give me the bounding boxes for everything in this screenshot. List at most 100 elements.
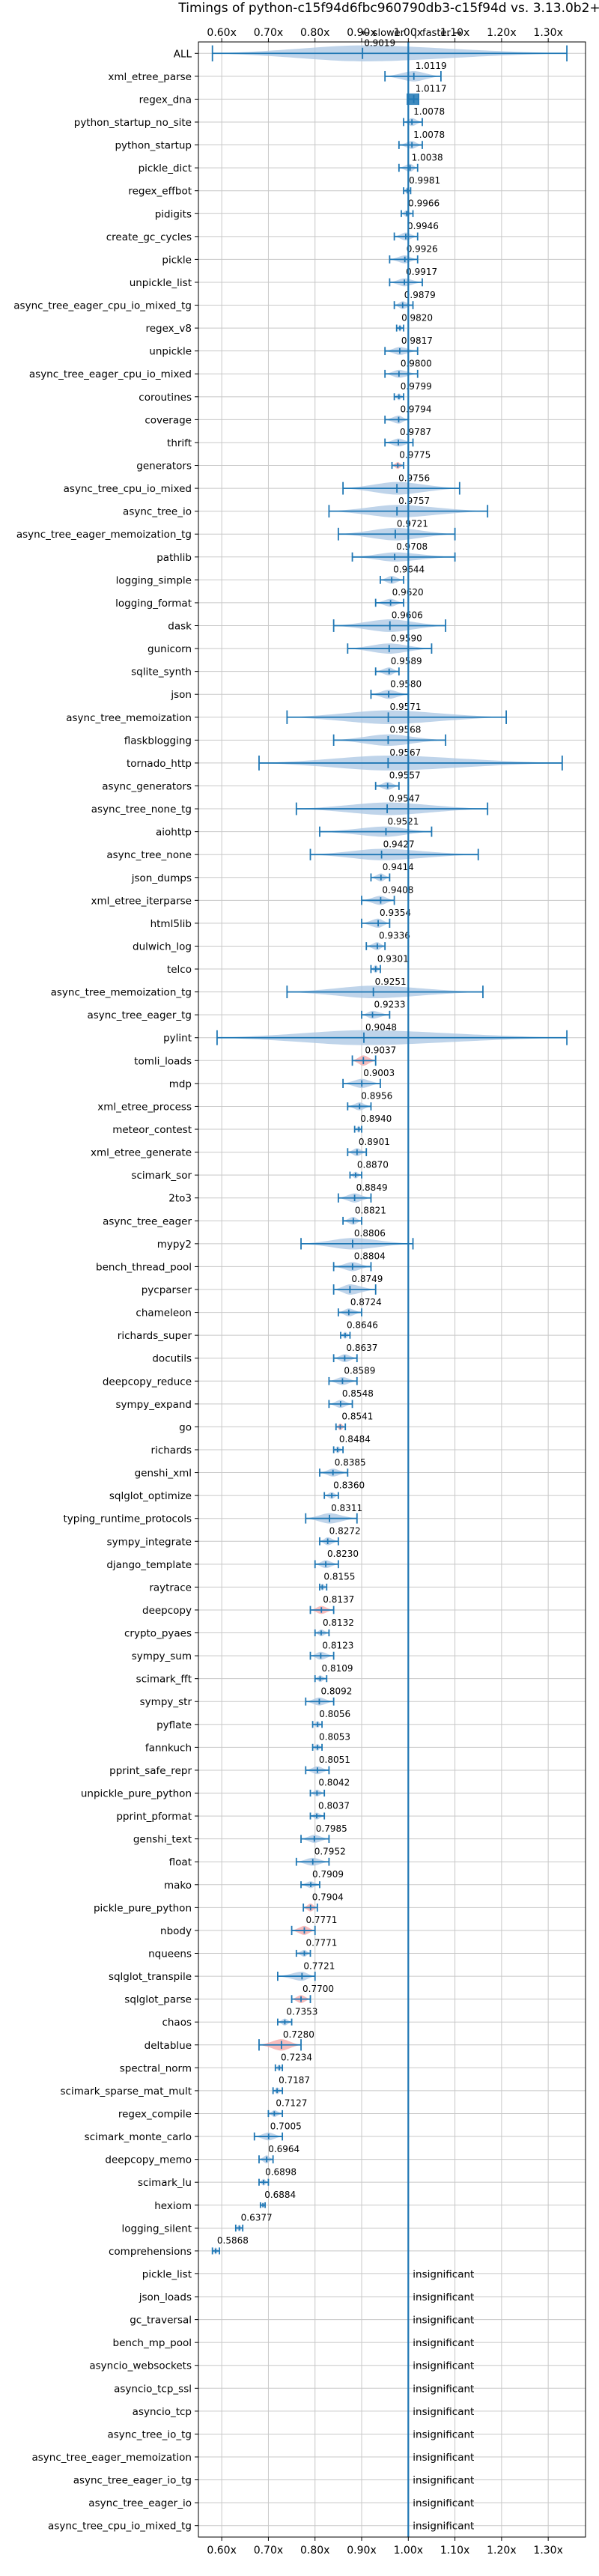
value-label: 0.8109	[322, 1663, 353, 1674]
value-label: 0.7771	[305, 1915, 337, 1925]
value-label: 0.7127	[276, 2098, 307, 2109]
benchmark-name: async_tree_io	[123, 506, 192, 518]
value-label: 0.8132	[323, 1617, 354, 1628]
value-label: 0.9917	[406, 267, 437, 277]
value-label: 0.9568	[389, 725, 421, 735]
x-tick-label-bottom: 1.00x	[394, 2545, 423, 2557]
value-label: 0.8646	[347, 1319, 378, 1330]
x-tick-label-bottom: 1.20x	[487, 2545, 516, 2557]
value-label: 0.9251	[375, 976, 407, 987]
benchmark-row: ALL 0.9019	[174, 38, 586, 61]
benchmark-row: scimark_lu 0.6898	[138, 2166, 586, 2189]
benchmark-name: float	[169, 1856, 192, 1868]
benchmark-row: python_startup 1.0078	[115, 130, 586, 152]
benchmark-name: ALL	[174, 48, 192, 60]
benchmark-name: hexiom	[154, 2200, 192, 2212]
benchmark-name: nqueens	[148, 1948, 192, 1960]
value-label: 0.8804	[354, 1251, 386, 1262]
benchmark-row: pickle 0.9926	[162, 244, 586, 266]
benchmark-name: sympy_str	[140, 1696, 192, 1708]
benchmark-row: mypy2 0.8806	[157, 1228, 586, 1251]
insignificant-label: insignificant	[413, 2475, 474, 2487]
value-label: 0.8385	[335, 1457, 366, 1468]
benchmark-row: coverage 0.9794	[145, 404, 586, 426]
benchmark-row: asyncio_tcp insignificant	[133, 2406, 586, 2418]
value-label: 0.8155	[323, 1572, 355, 1582]
benchmark-row: richards 0.8484	[151, 1434, 586, 1456]
value-label: 1.0119	[416, 61, 447, 71]
value-label: 0.8230	[327, 1549, 359, 1559]
benchmark-row: genshi_text 0.7985	[133, 1823, 586, 1846]
benchmark-row: html5lib 0.9354	[150, 908, 586, 930]
benchmark-name: coroutines	[139, 392, 192, 404]
benchmark-name: pylint	[163, 1033, 192, 1045]
benchmark-name: aiohttp	[156, 827, 192, 839]
benchmark-row: genshi_xml 0.8385	[135, 1457, 586, 1480]
value-label: 0.9048	[365, 1022, 397, 1033]
benchmark-row: python_startup_no_site 1.0078	[74, 106, 586, 129]
value-label: 0.9926	[407, 244, 438, 255]
benchmark-row: regex_dna 1.0117	[139, 84, 586, 106]
insignificant-label: insignificant	[413, 2383, 474, 2395]
benchmark-name: raytrace	[149, 1582, 192, 1594]
insignificant-label: insignificant	[413, 2428, 474, 2440]
benchmark-name: chameleon	[136, 1307, 192, 1319]
benchmark-row: nbody 0.7771	[160, 1915, 586, 1937]
benchmark-name: go	[179, 1421, 192, 1433]
benchmark-name: xml_etree_iterparse	[91, 895, 192, 907]
benchmark-row: sympy_expand 0.8548	[115, 1388, 586, 1411]
value-label: 0.9408	[382, 885, 413, 896]
benchmark-row: pathlib 0.9708	[156, 541, 586, 564]
benchmark-name: sqlglot_transpile	[109, 1971, 192, 1983]
benchmark-row: async_tree_io 0.9757	[123, 496, 586, 518]
benchmark-name: unpickle	[149, 346, 192, 358]
benchmark-name: xml_etree_process	[97, 1101, 192, 1113]
x-tick-label-top: 0.80x	[300, 27, 329, 39]
benchmark-name: python_startup_no_site	[74, 117, 192, 129]
benchmark-name: pickle_dict	[139, 162, 192, 174]
value-label: 0.9414	[383, 862, 414, 872]
benchmark-row: pprint_safe_repr 0.8051	[109, 1755, 586, 1777]
value-label: 0.7771	[305, 1938, 337, 1948]
value-label: 0.8042	[318, 1778, 350, 1788]
benchmark-name: asyncio_websockets	[89, 2360, 192, 2372]
benchmark-row: async_tree_eager_io_tg insignificant	[73, 2475, 586, 2487]
x-tick-label-bottom: 1.30x	[533, 2545, 562, 2557]
value-label: 0.9301	[377, 953, 409, 964]
benchmark-name: async_tree_eager_memoization_tg	[16, 529, 192, 541]
benchmark-row: async_tree_eager 0.8821	[103, 1206, 586, 1227]
benchmark-name: richards_super	[118, 1330, 192, 1342]
value-label: 0.6884	[264, 2190, 296, 2200]
benchmark-name: mako	[164, 1880, 192, 1892]
value-label: 0.8749	[351, 1274, 383, 1284]
benchmark-row: json_dumps 0.9414	[131, 862, 586, 884]
value-label: 0.9756	[398, 473, 430, 483]
benchmark-row: chaos 0.7353	[162, 2006, 586, 2029]
subtitle-slower: ← slower	[362, 28, 405, 39]
value-label: 0.9557	[389, 771, 421, 781]
benchmark-row: flaskblogging 0.9568	[124, 725, 586, 747]
benchmark-row: async_tree_eager_memoization_tg 0.9721	[16, 518, 586, 541]
benchmark-row: raytrace 0.8155	[149, 1572, 586, 1594]
value-label: 0.8137	[323, 1594, 354, 1605]
value-label: 0.7904	[312, 1892, 344, 1903]
benchmark-name: pprint_safe_repr	[109, 1765, 192, 1777]
value-label: 1.0038	[412, 152, 443, 162]
benchmark-name: scimark_monte_carlo	[85, 2131, 192, 2143]
benchmark-row: dulwich_log 0.9336	[133, 931, 586, 953]
x-tick-label-top: 0.60x	[207, 27, 236, 39]
value-label: 0.9580	[390, 678, 422, 689]
benchmark-row: deepcopy 0.8137	[142, 1594, 586, 1617]
value-label: 0.8821	[355, 1206, 386, 1216]
benchmark-row: unpickle_pure_python 0.8042	[81, 1778, 586, 1800]
benchmark-name: bench_thread_pool	[96, 1261, 192, 1273]
insignificant-label: insignificant	[413, 2291, 474, 2303]
benchmark-row: float 0.7952	[169, 1846, 586, 1868]
benchmark-row: xml_etree_parse 1.0119	[108, 61, 586, 83]
benchmark-row: deepcopy_reduce 0.8589	[103, 1365, 586, 1388]
value-label: 0.9606	[392, 610, 423, 621]
benchmark-name: async_tree_cpu_io_mixed_tg	[48, 2521, 192, 2533]
benchmark-row: async_tree_memoization 0.9571	[66, 702, 586, 724]
benchmark-name: pprint_pformat	[116, 1811, 192, 1823]
